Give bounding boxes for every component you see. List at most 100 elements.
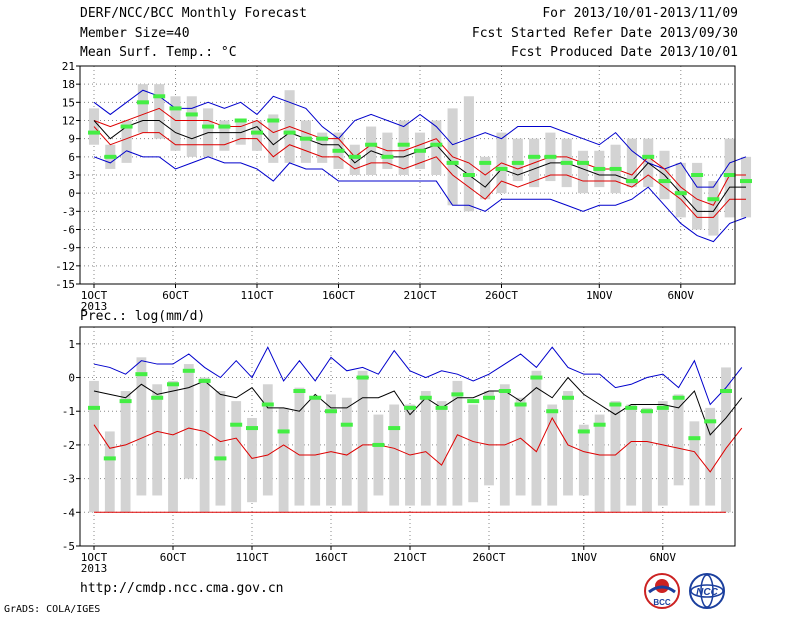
bcc-logo: BCC bbox=[644, 573, 680, 609]
obs-marker bbox=[495, 166, 508, 171]
ensemble-box bbox=[420, 391, 431, 506]
ensemble-box bbox=[675, 162, 686, 218]
ensemble-box bbox=[186, 96, 197, 157]
ensemble-box bbox=[578, 424, 589, 496]
obs-marker bbox=[218, 124, 231, 129]
obs-marker bbox=[103, 456, 116, 461]
obs-marker bbox=[479, 160, 492, 165]
ensemble-box bbox=[152, 384, 163, 496]
ensemble-box bbox=[121, 120, 132, 163]
y-tick-label: -1 bbox=[62, 405, 75, 418]
obs-marker bbox=[707, 197, 720, 202]
ensemble-box bbox=[626, 138, 637, 188]
ncc-logo-text: NCC bbox=[696, 587, 718, 598]
obs-marker bbox=[462, 173, 475, 177]
obs-marker bbox=[356, 375, 369, 380]
fcst-started-date: Fcst Started Refer Date 2013/09/30 bbox=[471, 26, 738, 41]
obs-marker bbox=[593, 422, 606, 427]
obs-marker bbox=[372, 442, 385, 447]
y-tick-label: -9 bbox=[62, 242, 75, 255]
x-tick-label: 16OCT bbox=[322, 289, 355, 302]
obs-marker bbox=[214, 456, 227, 461]
obs-marker bbox=[704, 419, 717, 424]
ensemble-box bbox=[577, 150, 589, 194]
obs-marker bbox=[88, 405, 100, 410]
ensemble-box bbox=[300, 120, 311, 163]
ncc-logo: NCC bbox=[689, 573, 725, 609]
obs-marker bbox=[546, 409, 559, 414]
ensemble-box bbox=[531, 370, 542, 506]
ensemble-box bbox=[431, 120, 442, 175]
forecast-period: For 2013/10/01-2013/11/09 bbox=[542, 6, 738, 21]
obs-marker bbox=[467, 399, 480, 404]
ensemble-box bbox=[268, 114, 279, 163]
ensemble-box bbox=[512, 138, 523, 182]
ensemble-box bbox=[310, 397, 321, 506]
obs-marker bbox=[119, 399, 132, 404]
ensemble-box bbox=[199, 377, 210, 513]
plot-frame bbox=[79, 65, 736, 285]
ensemble-box bbox=[692, 162, 703, 230]
obs-marker bbox=[642, 154, 655, 159]
obs-marker bbox=[593, 166, 606, 171]
ensemble-box bbox=[183, 364, 194, 479]
obs-marker bbox=[198, 378, 211, 383]
ensemble-box bbox=[705, 407, 716, 506]
y-tick-label: 3 bbox=[68, 169, 75, 182]
grads-credit: GrADS: COLA/IGES bbox=[4, 604, 101, 615]
obs-marker bbox=[723, 173, 736, 177]
source-url[interactable]: http://cmdp.ncc.cma.gov.cn bbox=[80, 581, 284, 596]
x-tick-label: 1NOV bbox=[586, 289, 613, 302]
obs-marker bbox=[316, 136, 329, 141]
obs-marker bbox=[691, 173, 704, 177]
y-tick-label: -2 bbox=[62, 439, 75, 452]
ensemble-box bbox=[389, 404, 400, 506]
obs-marker bbox=[182, 368, 195, 373]
y-tick-label: -5 bbox=[62, 540, 75, 553]
ensemble-box bbox=[120, 391, 131, 513]
ensemble-box bbox=[341, 397, 352, 506]
obs-marker bbox=[414, 148, 426, 153]
variable-label: Mean Surf. Temp.: °C bbox=[80, 45, 237, 60]
obs-marker bbox=[656, 405, 669, 410]
obs-marker bbox=[404, 405, 416, 410]
ensemble-box bbox=[721, 367, 731, 513]
obs-marker bbox=[514, 402, 527, 407]
x-tick-label: 6OCT bbox=[160, 551, 187, 564]
obs-marker bbox=[498, 389, 511, 394]
fcst-produced-date: Fcst Produced Date 2013/10/01 bbox=[511, 45, 738, 60]
obs-marker bbox=[167, 382, 179, 387]
obs-marker bbox=[720, 389, 732, 394]
y-tick-label: -3 bbox=[62, 205, 75, 218]
ensemble-box bbox=[357, 370, 368, 513]
obs-marker bbox=[299, 136, 312, 141]
obs-marker bbox=[625, 179, 638, 184]
obs-marker bbox=[251, 130, 263, 135]
x-tick-label: 6NOV bbox=[668, 289, 695, 302]
x-tick-sublabel: 2013 bbox=[81, 300, 108, 313]
line-min bbox=[93, 150, 747, 243]
line-upper bbox=[93, 107, 746, 206]
obs-marker bbox=[202, 124, 215, 129]
x-tick-label: 26OCT bbox=[472, 551, 505, 564]
ensemble-box bbox=[468, 404, 479, 503]
obs-marker bbox=[625, 405, 638, 410]
y-tick-label: -4 bbox=[62, 506, 76, 519]
obs-marker bbox=[267, 118, 280, 123]
y-tick-label: -12 bbox=[55, 260, 75, 273]
obs-marker bbox=[688, 436, 701, 441]
x-tick-label: 21OCT bbox=[393, 551, 426, 564]
y-tick-label: 0 bbox=[68, 187, 75, 200]
member-size-label: Member Size=40 bbox=[80, 26, 190, 41]
obs-marker bbox=[104, 154, 117, 159]
ensemble-box bbox=[262, 384, 273, 496]
obs-marker bbox=[153, 94, 166, 99]
line-max bbox=[93, 89, 747, 188]
ensemble-box bbox=[610, 401, 621, 513]
line-lower bbox=[93, 126, 746, 218]
obs-marker bbox=[325, 409, 337, 414]
obs-marker bbox=[365, 142, 378, 147]
ensemble-box bbox=[88, 108, 100, 145]
obs-marker bbox=[419, 395, 432, 400]
